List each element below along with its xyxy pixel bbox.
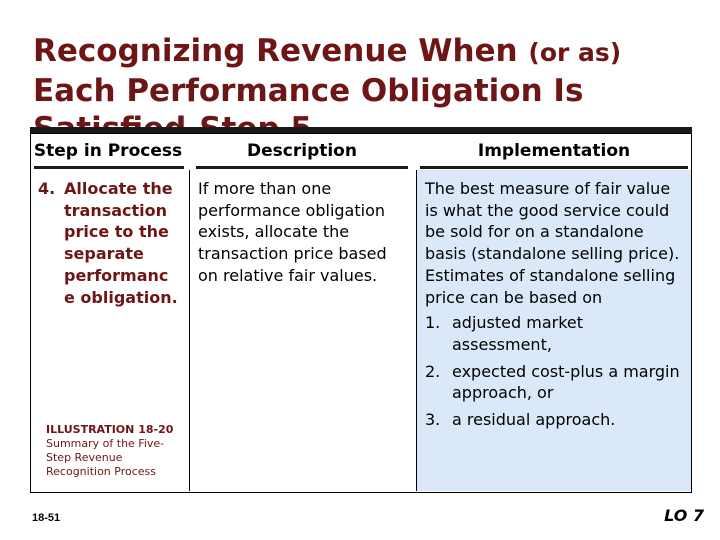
page-number: 18-51 bbox=[32, 512, 61, 524]
list-item-number: 3. bbox=[425, 410, 441, 430]
header-description: Description bbox=[247, 141, 357, 161]
implementation-cell: The best measure of fair value is what t… bbox=[425, 178, 685, 436]
header-rule-description bbox=[196, 166, 408, 169]
list-item: 2. expected cost-plus a margin approach, … bbox=[425, 361, 685, 404]
step-number: 4. bbox=[38, 179, 56, 198]
title-underline-bar bbox=[30, 127, 692, 133]
implementation-intro: The best measure of fair value is what t… bbox=[425, 179, 680, 307]
illustration-label: ILLUSTRATION 18-20 bbox=[46, 423, 174, 436]
header-implementation: Implementation bbox=[477, 141, 631, 161]
step-cell: 4. Allocate the transaction price to the… bbox=[38, 178, 184, 308]
implementation-cell-background bbox=[416, 170, 691, 491]
header-rule-step bbox=[34, 166, 184, 169]
list-item-number: 1. bbox=[425, 313, 441, 333]
implementation-list: 1. adjusted market assessment, 2. expected… bbox=[425, 312, 685, 431]
list-item-number: 2. bbox=[425, 361, 441, 381]
description-cell: If more than one performance obligation … bbox=[198, 179, 387, 285]
learning-objective-label: LO 7 bbox=[664, 506, 704, 525]
step-description: Allocate the transaction price to the se… bbox=[64, 179, 178, 307]
header-rule-implementation bbox=[420, 166, 688, 169]
list-item-text: a residual approach. bbox=[452, 410, 616, 430]
list-item: 3. a residual approach. bbox=[425, 409, 685, 431]
list-item-text: adjusted market assessment, bbox=[452, 313, 584, 354]
list-item: 1. adjusted market assessment, bbox=[425, 312, 685, 355]
list-item-text: expected cost-plus a margin approach, or bbox=[452, 361, 680, 403]
header-step-in-process: Step in Process bbox=[33, 141, 183, 161]
column-divider bbox=[189, 170, 190, 491]
title-text-paren: (or as) bbox=[528, 38, 622, 67]
title-text-part1: Recognizing Revenue When bbox=[33, 33, 529, 69]
illustration-caption-text: Summary of the Five-Step Revenue Recogni… bbox=[46, 437, 165, 478]
illustration-caption: ILLUSTRATION 18-20 Summary of the Five-S… bbox=[46, 423, 186, 479]
